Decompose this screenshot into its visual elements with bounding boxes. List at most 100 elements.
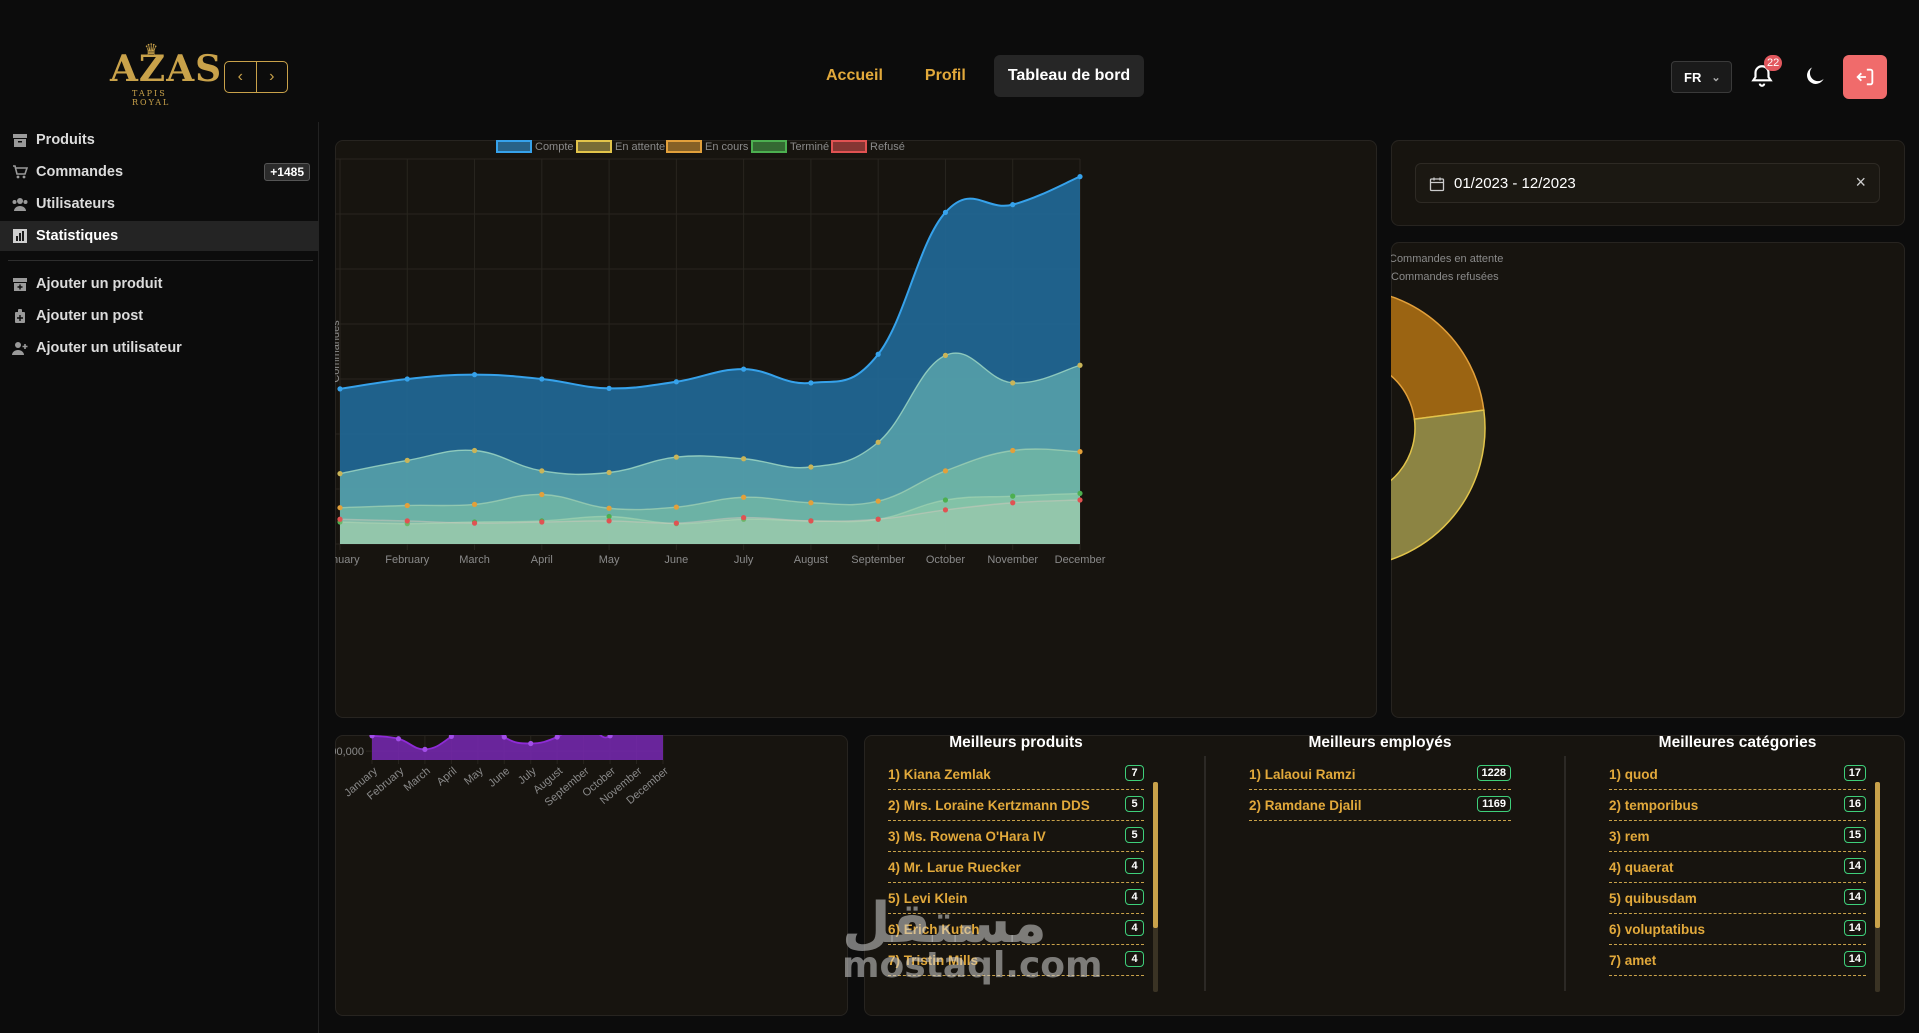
sidebar-item-commandes[interactable]: Commandes +1485 (0, 157, 319, 187)
list-item[interactable]: 5) quibusdam 14 (1609, 883, 1866, 914)
watermark-arabic: مستقل (842, 891, 1047, 956)
language-select[interactable]: FR ⌄ (1671, 61, 1732, 93)
data-point (673, 379, 679, 385)
sidebar-item-ajouter-post[interactable]: Ajouter un post (0, 301, 319, 331)
list-item[interactable]: 1) Lalaoui Ramzi 1228 (1249, 759, 1511, 790)
sidebar-divider (8, 260, 313, 261)
archive-add-icon (13, 278, 27, 291)
logout-icon (1856, 68, 1874, 86)
list-item[interactable]: 2) temporibus 16 (1609, 790, 1866, 821)
x-tick-label: March (459, 554, 490, 566)
archive-icon (13, 134, 27, 147)
sidebar-item-ajouter-produit[interactable]: Ajouter un produit (0, 269, 319, 299)
date-range-input[interactable]: 01/2023 - 12/2023 × (1415, 163, 1880, 203)
list-item[interactable]: 3) Ms. Rowena O'Hara IV 5 (888, 821, 1144, 852)
sidebar-item-label: Produits (36, 132, 95, 148)
best-products-list: Meilleurs produits 1) Kiana Zemlak 7 2) Mr… (888, 734, 1144, 976)
x-tick-label: June (664, 554, 688, 566)
list-item[interactable]: 2) Mrs. Loraine Kertzmann DDS 5 (888, 790, 1144, 821)
data-point (875, 516, 881, 522)
best-employees-title: Meilleurs employés (1308, 734, 1452, 751)
list-item[interactable]: 6) Erich Kutch 4 (888, 914, 1144, 945)
data-point (808, 500, 814, 506)
list-item[interactable]: 1) Kiana Zemlak 7 (888, 759, 1144, 790)
list-item[interactable]: 5) Levi Klein 4 (888, 883, 1144, 914)
list-item[interactable]: 4) Mr. Larue Ruecker 4 (888, 852, 1144, 883)
data-point (554, 735, 560, 740)
list-item-label: 4) Mr. Larue Ruecker (888, 859, 1021, 875)
list-item[interactable]: 2) Ramdane Djalil 1169 (1249, 790, 1511, 821)
sidebar-item-label: Statistiques (36, 228, 119, 244)
legend-label: Commandes en attente (1391, 253, 1503, 265)
clear-date-icon[interactable]: × (1855, 172, 1866, 192)
data-point (1010, 493, 1016, 499)
x-tick-label: October (926, 554, 965, 566)
logout-button[interactable] (1843, 55, 1887, 99)
scrollbar-thumb[interactable] (1875, 782, 1880, 928)
sidebar-item-utilisateurs[interactable]: Utilisateurs (0, 189, 319, 219)
count-badge: 5 (1125, 796, 1144, 812)
list-item[interactable]: 7) amet 14 (1609, 945, 1866, 976)
list-item-label: 6) Erich Kutch (888, 921, 980, 937)
data-point (1010, 380, 1016, 386)
data-point (337, 505, 343, 511)
data-point (1077, 174, 1083, 180)
list-item-label: 1) Kiana Zemlak (888, 766, 991, 782)
watermark-latin: mostaql.com (842, 945, 1103, 986)
list-item[interactable]: 4) quaerat 14 (1609, 852, 1866, 883)
legend-swatch (751, 140, 787, 153)
x-tick-label: June (486, 765, 512, 790)
revenue-area-chart: 8,000,00012,000,00016,000,00020,000,0002… (335, 735, 671, 809)
data-point (404, 376, 410, 382)
post-add-icon (15, 309, 25, 323)
count-badge: 1228 (1476, 765, 1511, 781)
sidebar-item-produits[interactable]: Produits (0, 125, 319, 155)
back-button[interactable]: ‹ (225, 62, 257, 92)
data-point (1010, 447, 1016, 454)
brand-logo[interactable]: ♛ AZAS TAPIS ROYAL (94, 42, 221, 108)
data-point (471, 520, 478, 526)
sidebar-item-statistiques[interactable]: Statistiques (0, 221, 319, 251)
cart-icon (13, 165, 28, 179)
chart-icon (13, 229, 27, 243)
list-item[interactable]: 1) quod 17 (1609, 759, 1866, 790)
scrollbar-thumb[interactable] (1153, 782, 1158, 928)
list-item-label: 2) Ramdane Djalil (1249, 797, 1362, 813)
best-products-title: Meilleurs produits (949, 734, 1083, 751)
data-point (1077, 497, 1083, 503)
data-point (741, 456, 747, 462)
history-nav: ‹ › (224, 61, 288, 93)
notification-badge: 22 (1764, 55, 1783, 71)
count-badge: 15 (1843, 827, 1866, 843)
sidebar-item-ajouter-utilisateur[interactable]: Ajouter un utilisateur (0, 333, 319, 363)
data-point (673, 504, 679, 510)
data-point (808, 518, 814, 524)
categories-scrollbar[interactable] (1875, 782, 1880, 992)
sidebar-item-label: Utilisateurs (36, 196, 115, 212)
data-point (1077, 490, 1083, 496)
nav-tableau-de-bord[interactable]: Tableau de bord (993, 55, 1145, 97)
list-item[interactable]: 7) Tristin Mills 4 (888, 945, 1144, 976)
nav-profil[interactable]: Profil (924, 67, 966, 84)
list-item[interactable]: 6) voluptatibus 14 (1609, 914, 1866, 945)
products-scrollbar[interactable] (1153, 782, 1158, 992)
count-badge: 14 (1843, 858, 1866, 874)
data-point (673, 520, 679, 526)
y-axis-label: Commandes (335, 320, 342, 383)
legend-swatch (666, 140, 702, 153)
x-tick-label: August (794, 554, 828, 566)
data-point (471, 372, 478, 378)
list-item-label: 2) Mrs. Loraine Kertzmann DDS (888, 797, 1090, 813)
data-point (337, 516, 343, 522)
x-tick-label: April (435, 765, 460, 788)
forward-button[interactable]: › (269, 68, 275, 85)
list-item-label: 7) amet (1609, 952, 1657, 968)
orders-area-chart: 0100200300400500600700JanuaryFebruaryMar… (335, 140, 1106, 566)
sidebar-item-label: Ajouter un post (36, 308, 144, 324)
moon-icon[interactable] (1802, 63, 1828, 89)
x-tick-label: May (462, 765, 486, 788)
list-item[interactable]: 3) rem 15 (1609, 821, 1866, 852)
nav-accueil[interactable]: Accueil (826, 67, 883, 84)
legend-label: Terminé (790, 141, 829, 153)
legend-label: Commandes refusées (1391, 271, 1499, 283)
